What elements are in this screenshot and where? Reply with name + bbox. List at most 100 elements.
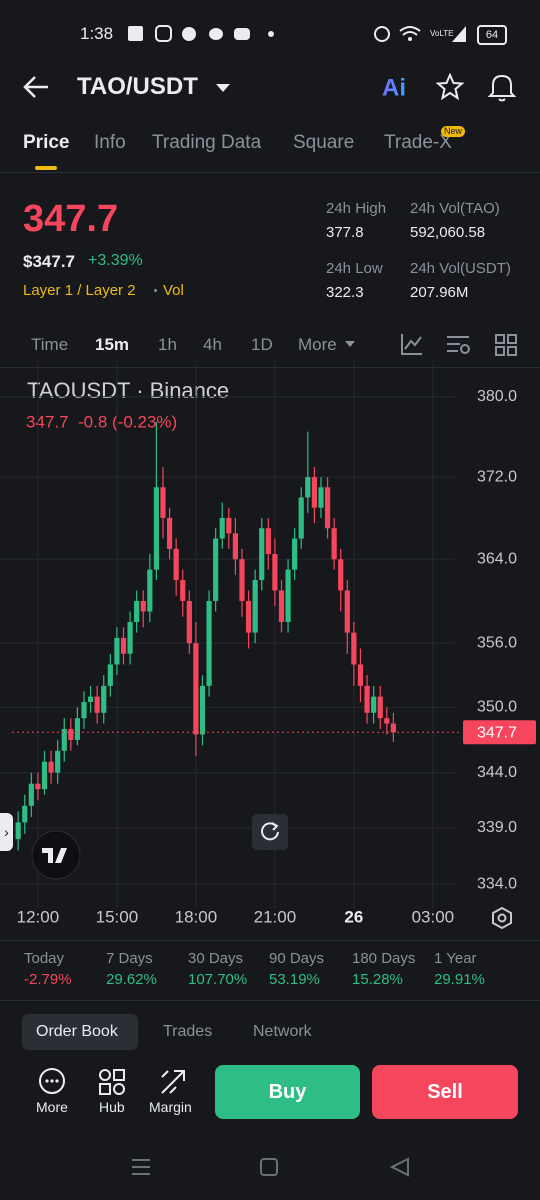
candle-body [272, 554, 278, 591]
pair-caret[interactable] [215, 82, 231, 94]
x-tick-label: 03:00 [412, 907, 455, 926]
candle-body [357, 664, 364, 686]
y-tick-label: 339.0 [477, 819, 517, 836]
status-right-icons: VoLTE [374, 26, 466, 42]
y-tick-label: 364.0 [477, 550, 517, 567]
period-change: -2.79% [24, 971, 72, 988]
candle-body [318, 487, 324, 508]
stat-value: 322.3 [326, 284, 364, 301]
stat-value: 592,060.58 [410, 224, 486, 241]
candle-body [213, 538, 219, 601]
bottom-tab[interactable]: Order Book [36, 1023, 118, 1040]
candle-body [81, 701, 87, 719]
last-price: 347.7 [23, 198, 119, 240]
candle-body [331, 528, 337, 560]
price-change: +3.39% [88, 252, 143, 269]
candle-body [87, 696, 94, 702]
nav-bar[interactable] [128, 1156, 418, 1178]
candle-body [114, 637, 120, 665]
candle-body [324, 487, 331, 529]
bottom-tab[interactable]: Trades [163, 1023, 213, 1040]
side-panel-toggle[interactable]: › [0, 813, 13, 851]
candle-body [74, 718, 81, 740]
action-label[interactable]: More [36, 1099, 68, 1115]
candle-body [259, 528, 265, 581]
x-tick-label: 26 [344, 907, 363, 926]
period-label: Today [24, 950, 65, 967]
divider [0, 367, 540, 368]
buy-button[interactable]: Buy [215, 1065, 360, 1119]
period-label: 90 Days [269, 950, 325, 967]
action-label[interactable]: Hub [99, 1099, 125, 1115]
chart-tools[interactable] [400, 332, 520, 356]
period-label: 180 Days [352, 950, 416, 967]
back-button[interactable] [22, 74, 52, 100]
action-label[interactable]: Margin [149, 1099, 192, 1115]
tradingview-logo [31, 830, 81, 880]
tab-pill [22, 1014, 138, 1050]
stat-label: 24h High [326, 200, 387, 217]
divider [0, 1000, 540, 1001]
tab-indicator [35, 166, 57, 170]
candle-body [94, 696, 100, 713]
candle-body [265, 528, 271, 555]
period-change: 53.19% [269, 971, 320, 988]
interval[interactable]: 1D [251, 335, 273, 354]
x-tick-label: 15:00 [96, 907, 139, 926]
candle-body [344, 590, 350, 633]
period-change: 15.28% [352, 971, 403, 988]
ai-button[interactable]: Ai [380, 72, 416, 104]
period-label: 7 Days [106, 950, 153, 967]
stat-value: 207.96M [410, 284, 469, 301]
interval[interactable]: 15m [95, 335, 130, 354]
y-tick-label: 380.0 [477, 388, 517, 405]
last-price-tag [463, 720, 536, 745]
chart-settings[interactable] [490, 906, 514, 930]
period-label: 30 Days [188, 950, 244, 967]
candle-body [61, 729, 67, 751]
candle-body [134, 600, 140, 623]
tag[interactable]: Vol [163, 282, 184, 299]
candle-body [292, 538, 298, 570]
period-change: 29.62% [106, 971, 157, 988]
candle-body [127, 622, 133, 654]
interval[interactable]: 1h [158, 335, 177, 354]
tab[interactable]: Square [293, 132, 355, 153]
reset-chart-button[interactable] [252, 814, 288, 850]
period-change: 107.70% [188, 971, 248, 988]
favorite-button[interactable] [436, 73, 464, 101]
candle-body [364, 685, 370, 713]
status-time: 1:38 [80, 24, 114, 43]
new-badge: New [441, 126, 466, 137]
tab[interactable]: Price [23, 132, 70, 153]
candle-body [371, 696, 377, 713]
bottom-tab[interactable]: Network [253, 1023, 312, 1040]
candle-body [173, 548, 179, 581]
candle-body [285, 569, 291, 623]
interval[interactable]: 4h [203, 335, 222, 354]
stat-label: 24h Vol(USDT) [410, 260, 511, 277]
candle-body [55, 750, 61, 773]
candle-body [166, 517, 173, 549]
tab[interactable]: Trade-X [384, 132, 452, 153]
notification-button[interactable] [488, 72, 516, 102]
chart-title: TAOUSDT · Binance [27, 378, 229, 403]
candle-body [278, 590, 285, 623]
candlestick-chart: TAOUSDT · Binance 347.7 -0.8 (-0.23%) 38… [0, 360, 536, 926]
pair-title[interactable]: TAO/USDT [77, 73, 198, 100]
candle-body [153, 487, 160, 570]
tag[interactable]: Layer 1 / Layer 2 [23, 282, 136, 299]
candle-body [180, 580, 186, 601]
tab[interactable]: Trading Data [152, 132, 262, 153]
interval[interactable]: More [298, 335, 337, 354]
interval[interactable]: Time [31, 335, 69, 354]
candle-body [15, 822, 21, 840]
tab[interactable]: Info [94, 132, 126, 153]
candle-body [101, 685, 107, 713]
period-change: 29.91% [434, 971, 485, 988]
candle-body [219, 517, 225, 539]
candle-body [193, 643, 199, 735]
sell-button[interactable]: Sell [372, 1065, 518, 1119]
candle-body [48, 761, 54, 773]
candle-body [239, 559, 245, 601]
